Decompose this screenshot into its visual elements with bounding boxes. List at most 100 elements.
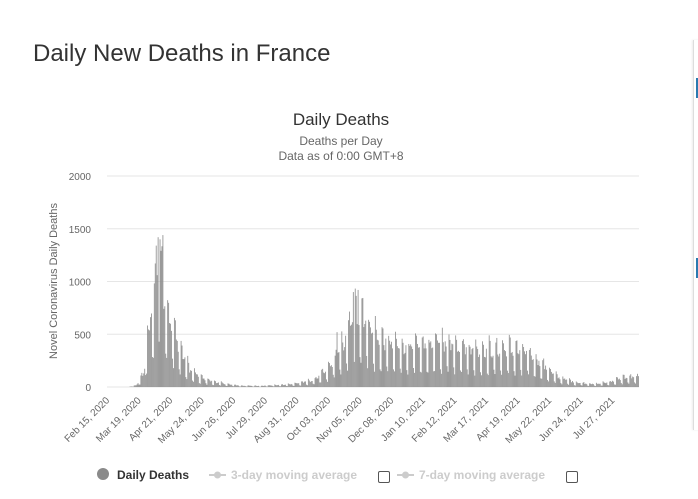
data-bar: [340, 374, 342, 387]
data-bar: [598, 383, 600, 387]
checkbox-3-day-average[interactable]: [378, 471, 390, 483]
data-bar: [425, 348, 427, 387]
data-bar: [570, 379, 571, 387]
data-bar: [578, 383, 580, 387]
data-bar: [444, 341, 446, 387]
data-bar: [312, 383, 314, 387]
data-bar: [206, 384, 208, 387]
data-bar: [141, 372, 143, 387]
data-bar: [315, 376, 317, 387]
data-bar: [199, 383, 201, 387]
data-bar: [256, 385, 258, 387]
data-bar: [197, 376, 199, 387]
data-bar: [139, 384, 141, 387]
data-bar: [262, 385, 264, 387]
data-bar: [565, 379, 567, 387]
data-bar: [522, 344, 524, 387]
data-bar: [453, 367, 455, 387]
data-bar: [308, 380, 310, 387]
data-bar: [169, 323, 170, 387]
data-bar: [471, 349, 473, 387]
data-bar: [304, 381, 305, 387]
data-bar: [391, 341, 392, 387]
data-bar: [331, 366, 333, 387]
data-bar: [584, 384, 586, 387]
data-bar: [410, 344, 412, 387]
legend-item-7-day-average[interactable]: 7-day moving average: [397, 468, 545, 482]
data-bar: [382, 328, 384, 387]
data-bar: [283, 385, 284, 387]
data-bar: [351, 322, 353, 387]
data-bar: [460, 370, 461, 387]
data-bar: [154, 263, 156, 387]
data-bar: [148, 329, 149, 387]
data-bar: [514, 375, 516, 387]
data-bar: [186, 379, 188, 387]
data-bar: [542, 360, 544, 387]
data-bar: [242, 385, 244, 387]
data-bar: [183, 359, 185, 387]
data-bar: [585, 383, 587, 387]
data-bar: [144, 368, 146, 387]
data-bar: [201, 375, 203, 387]
data-bar: [219, 385, 221, 387]
data-bar: [196, 374, 198, 387]
data-bar: [476, 346, 478, 387]
data-bar: [163, 308, 165, 387]
data-bar: [155, 245, 157, 387]
data-bar: [389, 340, 391, 387]
data-bar: [531, 359, 533, 387]
data-bar: [366, 355, 368, 387]
data-bar: [150, 317, 151, 387]
data-bar: [170, 323, 171, 387]
data-bar: [499, 353, 501, 387]
data-bar: [184, 357, 186, 387]
legend-item-daily-deaths[interactable]: Daily Deaths: [97, 468, 189, 482]
data-bar: [235, 384, 237, 387]
data-bar: [606, 382, 608, 387]
data-bar: [400, 372, 402, 387]
data-bar: [577, 383, 579, 387]
data-bar: [497, 354, 499, 387]
y-tick-label: 0: [85, 383, 91, 394]
data-bar: [478, 357, 480, 387]
legend-item-3-day-average[interactable]: 3-day moving average: [209, 468, 357, 482]
data-bar: [362, 297, 364, 387]
data-bar: [540, 378, 542, 387]
data-bar: [623, 374, 625, 387]
data-bar: [604, 382, 606, 387]
data-bar: [512, 355, 514, 387]
checkbox-7-day-average[interactable]: [566, 471, 578, 483]
data-bar: [329, 366, 331, 387]
data-bar: [191, 370, 193, 387]
data-bar: [299, 385, 301, 387]
data-bar: [232, 385, 234, 387]
data-bar: [392, 348, 393, 387]
data-bar: [482, 341, 483, 387]
data-bar: [205, 383, 207, 387]
data-bar: [464, 354, 466, 387]
data-bar: [421, 337, 423, 387]
data-bar: [546, 369, 547, 387]
data-bar: [549, 367, 550, 387]
data-bar: [545, 365, 547, 387]
data-bar: [189, 372, 191, 387]
data-bar: [166, 357, 168, 387]
data-bar: [466, 369, 468, 387]
data-bar: [528, 349, 530, 387]
data-bar: [465, 347, 467, 387]
data-bar: [583, 382, 585, 387]
data-bar: [274, 384, 276, 387]
data-bar: [526, 350, 527, 387]
data-bar: [373, 363, 374, 387]
data-bar: [438, 342, 439, 387]
data-bar: [566, 379, 568, 387]
data-bar: [416, 335, 417, 387]
data-bar: [381, 327, 383, 387]
data-bar: [434, 371, 436, 387]
data-bar: [207, 378, 209, 387]
chart-data-timestamp: Data as of 0:00 GMT+8: [278, 149, 403, 163]
side-panel-edge: [693, 40, 698, 430]
data-bar: [160, 250, 162, 387]
